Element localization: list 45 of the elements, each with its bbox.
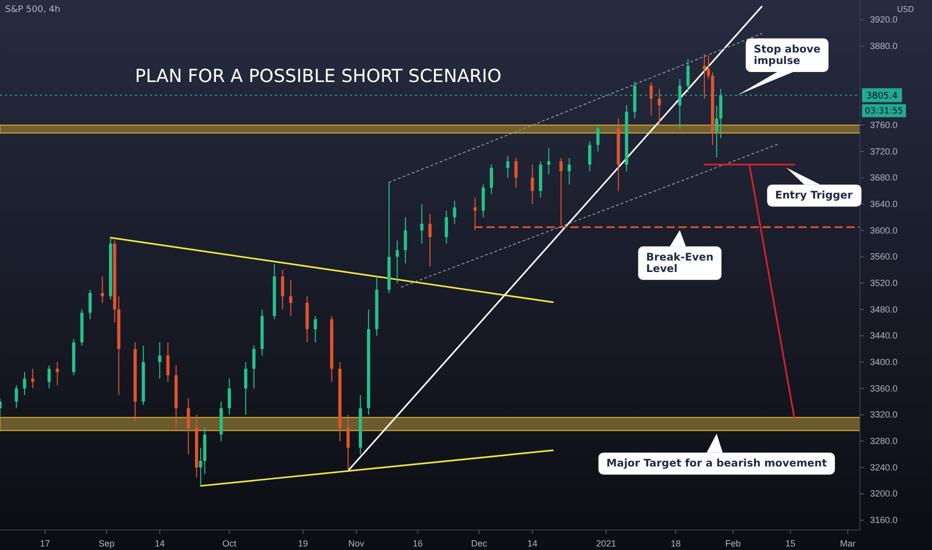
- y-tick-label: 3880.0: [870, 40, 898, 51]
- text: PLAN FOR A POSSIBLE SHORT SCENARIO: [135, 66, 502, 87]
- annotation: Break-Even Level: [646, 251, 714, 275]
- y-tick-label: 3640.0: [870, 198, 898, 209]
- y-tick-label: 3400.0: [870, 356, 898, 367]
- y-axis-title: USD: [897, 5, 914, 14]
- x-tick-label: 14: [527, 538, 538, 548]
- ref-line-label: 3805.4: [866, 92, 898, 102]
- annotation: Major Target for a bearish movement: [606, 458, 827, 470]
- y-tick-label: 3520.0: [870, 278, 898, 288]
- y-tick-label: 3240.0: [870, 462, 898, 472]
- x-tick-label: 2021: [596, 538, 616, 548]
- annotation: Entry Trigger: [775, 190, 854, 202]
- text: 03:31:55: [864, 106, 904, 117]
- x-tick-label: Feb: [725, 538, 741, 548]
- y-tick-label: 3760.0: [870, 120, 898, 130]
- text: S&P 500, 4h: [5, 5, 60, 15]
- y-tick-label: 3680.0: [870, 172, 898, 183]
- x-tick-label: Oct: [222, 538, 237, 548]
- x-tick-label: 17: [40, 538, 50, 548]
- x-tick-label: 18: [670, 538, 681, 548]
- callout: Major Target for a bearish movement: [598, 434, 835, 475]
- y-tick-label: 3600.0: [870, 225, 898, 236]
- callout: Stop above impulse: [737, 38, 829, 96]
- x-tick-label: Mar: [840, 538, 856, 548]
- x-tick-label: Nov: [348, 538, 365, 548]
- callout: Entry Trigger: [767, 168, 862, 207]
- y-tick-label: 3560.0: [870, 252, 898, 262]
- x-tick-label: 14: [154, 538, 165, 548]
- y-tick-label: 3320.0: [870, 410, 898, 420]
- x-tick-label: Sep: [98, 538, 114, 548]
- x-tick-label: Dec: [471, 538, 488, 548]
- y-tick-label: 3440.0: [870, 330, 898, 341]
- x-tick-label: 19: [298, 538, 308, 548]
- x-tick-label: 15: [785, 538, 796, 548]
- y-tick-label: 3480.0: [870, 304, 898, 314]
- y-tick-label: 3920.0: [870, 14, 898, 25]
- y-tick-label: 3720.0: [870, 146, 898, 156]
- y-tick-label: 3360.0: [870, 383, 898, 394]
- y-tick-label: 3200.0: [870, 488, 898, 499]
- callout: Break-Even Level: [638, 230, 722, 280]
- annotation: Stop above impulse: [754, 43, 821, 67]
- y-tick-label: 3280.0: [870, 436, 898, 446]
- y-tick-label: 3160.0: [870, 515, 898, 526]
- x-tick-label: 16: [412, 538, 423, 548]
